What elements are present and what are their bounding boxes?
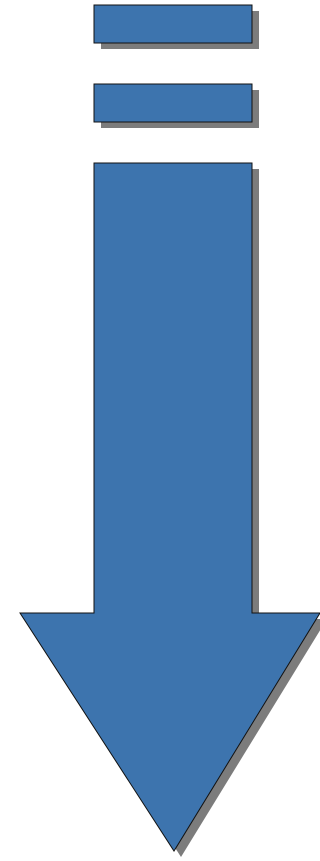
down-arrow-shape — [19, 162, 320, 852]
middle-bar — [93, 83, 253, 123]
top-bar — [93, 4, 253, 44]
